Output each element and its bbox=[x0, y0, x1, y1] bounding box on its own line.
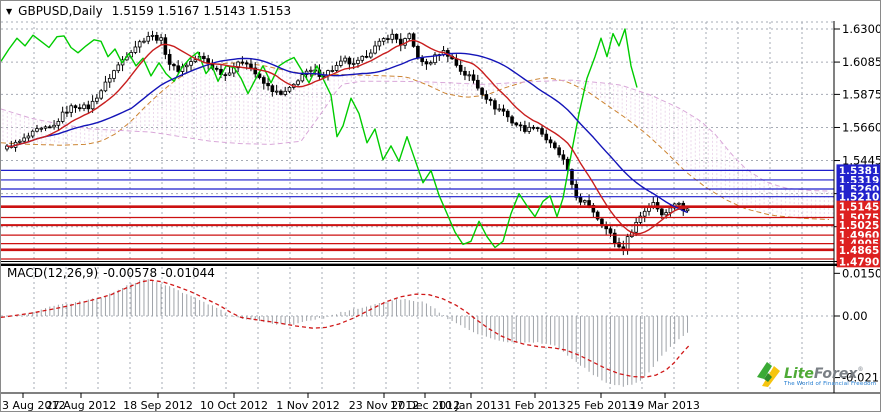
liteforex-wordmark: LiteForex® bbox=[784, 365, 864, 382]
candlesticks bbox=[5, 29, 690, 256]
liteforex-tagline: The World of Financial Freedom bbox=[784, 380, 877, 387]
svg-text:1.5025: 1.5025 bbox=[839, 220, 880, 232]
price-tick-label: 1.6085 bbox=[842, 55, 881, 69]
chart-title-bar: ▼ GBPUSD,Daily 1.5159 1.5167 1.5143 1.5153 bbox=[6, 3, 291, 19]
date-tick-label: 23 Nov 2012 bbox=[349, 399, 419, 412]
liteforex-logo-icon bbox=[755, 360, 781, 392]
symbol-dropdown-icon[interactable]: ▼ bbox=[6, 7, 13, 16]
date-tick-label: 3 Aug 2012 bbox=[2, 399, 65, 412]
axes bbox=[1, 21, 880, 398]
price-tick-label: 1.5875 bbox=[842, 87, 881, 101]
price-tick-label: 1.6300 bbox=[842, 22, 881, 36]
price-tick-label: 1.5445 bbox=[842, 154, 881, 168]
axis-labels: 1.63001.60851.58751.56601.54451.52301.50… bbox=[2, 22, 881, 412]
liteforex-logo: LiteForex® The World of Financial Freedo… bbox=[755, 360, 876, 392]
macd-name: MACD(12,26,9) bbox=[7, 266, 99, 280]
date-tick-label: 17 Dec 2012 bbox=[390, 399, 460, 412]
macd-tick-label: 0.00 bbox=[842, 309, 868, 323]
macd-indicator-label: MACD(12,26,9) -0.00578 -0.01044 bbox=[7, 266, 215, 280]
macd-pane bbox=[1, 279, 690, 387]
date-tick-label: 1 Nov 2012 bbox=[276, 399, 339, 412]
date-tick-label: 10 Oct 2012 bbox=[200, 399, 268, 412]
date-tick-label: 1 Feb 2013 bbox=[504, 399, 565, 412]
macd-tick-label: 0.01501 bbox=[842, 266, 881, 280]
level-price-label: 1.5210 bbox=[836, 190, 880, 204]
date-tick-label: 10 Jan 2013 bbox=[438, 399, 504, 412]
svg-text:1.4865: 1.4865 bbox=[839, 245, 880, 257]
level-price-label: 1.4790 bbox=[836, 255, 880, 268]
level-price-label: 1.5145 bbox=[836, 200, 880, 214]
svg-text:1.4790: 1.4790 bbox=[839, 256, 880, 268]
chart-title-symbol: GBPUSD,Daily bbox=[18, 4, 103, 18]
macd-signal-line bbox=[1, 279, 690, 378]
date-tick-label: 18 Sep 2012 bbox=[123, 399, 193, 412]
pane-separator[interactable] bbox=[1, 261, 837, 266]
chart-title-ohlc: 1.5159 1.5167 1.5143 1.5153 bbox=[111, 4, 292, 18]
date-tick-label: 19 Mar 2013 bbox=[630, 399, 700, 412]
support-resistance-lines[interactable] bbox=[1, 169, 834, 260]
macd-tick-label: -0.02166 bbox=[842, 371, 881, 385]
level-price-label: 1.4865 bbox=[836, 243, 880, 257]
macd-values: -0.00578 -0.01044 bbox=[103, 266, 215, 280]
date-tick-label: 27 Aug 2012 bbox=[46, 399, 116, 412]
fast-ma-red-line bbox=[6, 39, 688, 235]
svg-text:1.5210: 1.5210 bbox=[839, 192, 880, 204]
svg-text:1.5145: 1.5145 bbox=[839, 202, 880, 214]
ichimoku-cloud bbox=[1, 62, 834, 220]
slow-ma-blue-line bbox=[6, 52, 688, 214]
price-tick-label: 1.5660 bbox=[842, 120, 881, 134]
date-tick-label: 25 Feb 2013 bbox=[567, 399, 635, 412]
level-price-label: 1.5025 bbox=[836, 219, 880, 232]
